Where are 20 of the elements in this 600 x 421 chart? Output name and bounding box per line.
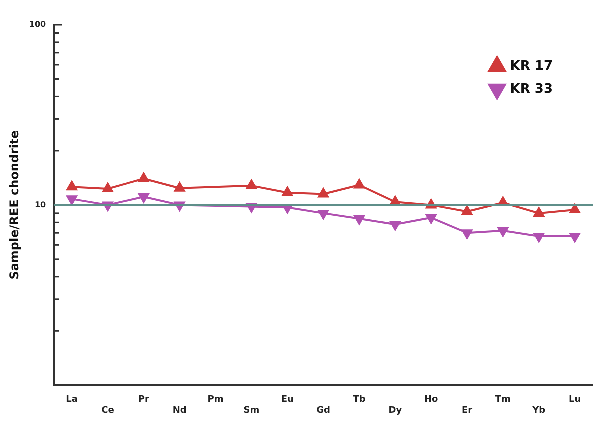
y-tick-label: 10 — [34, 200, 47, 210]
legend-label: KR 17 — [510, 58, 553, 74]
x-tick-label: Eu — [281, 395, 294, 406]
x-tick-label: Sm — [244, 406, 260, 416]
x-tick-label: Nd — [172, 406, 187, 416]
x-tick-label: Lu — [568, 395, 582, 406]
x-tick-label: Tb — [353, 395, 366, 406]
x-tick-label: Yb — [532, 406, 546, 416]
x-tick-label: La — [66, 395, 78, 406]
y-tick-label: 100 — [29, 20, 47, 30]
x-tick-label: Pr — [138, 395, 150, 406]
x-tick-label: Ce — [102, 406, 114, 416]
x-tick-label: Gd — [316, 406, 330, 416]
legend-label: KR 33 — [510, 82, 553, 97]
x-tick-label: Pm — [208, 395, 224, 406]
x-tick-label: Ho — [424, 395, 438, 406]
y-axis-title: Sample/REE chondrite — [7, 130, 22, 280]
x-tick-label: Dy — [388, 406, 402, 416]
x-tick-label: Er — [462, 406, 474, 416]
x-tick-label: Tm — [495, 395, 511, 406]
